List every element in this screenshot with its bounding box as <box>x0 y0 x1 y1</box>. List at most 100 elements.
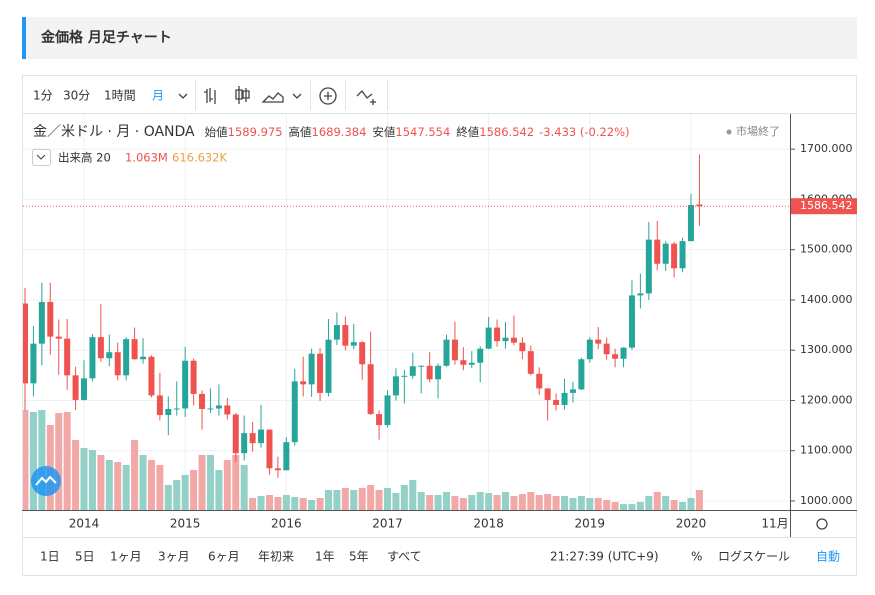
candle-body <box>317 353 324 393</box>
candle-body <box>392 376 399 396</box>
volume-bar <box>23 410 29 510</box>
candle-body <box>308 353 315 385</box>
volume-bar <box>240 465 248 510</box>
volume-bar <box>375 490 383 510</box>
log-toggle[interactable]: ログスケール <box>718 550 790 564</box>
range-button[interactable]: 1年 <box>315 550 335 564</box>
range-button[interactable]: 1日 <box>40 550 60 564</box>
candle-body <box>283 442 290 471</box>
caret[interactable] <box>178 93 188 99</box>
candle-body <box>182 360 189 409</box>
candle-body <box>89 337 96 379</box>
volume-bar <box>620 504 628 510</box>
volume-bar <box>308 500 316 510</box>
candle-body <box>291 381 298 443</box>
volume-bar <box>223 460 231 510</box>
area-style-icon[interactable] <box>261 92 284 103</box>
bar-style-icon[interactable] <box>204 88 216 104</box>
candle-body <box>359 342 366 365</box>
candle-body <box>578 359 585 390</box>
x-tick-label: 2019 <box>575 517 606 531</box>
volume-bar <box>38 410 46 510</box>
volume-bar <box>88 450 96 510</box>
volume-bar <box>662 496 670 510</box>
volume-bar <box>55 413 63 510</box>
settings-icon[interactable] <box>816 518 828 530</box>
candle-body <box>81 378 88 400</box>
candle-style-icon[interactable] <box>235 86 250 104</box>
candle-body <box>140 356 147 360</box>
range-button[interactable]: 3ヶ月 <box>158 550 190 564</box>
last-price-label: 1586.542 <box>800 199 853 212</box>
volume-bar <box>611 502 619 510</box>
candle-body <box>232 414 239 454</box>
volume-bar <box>426 495 434 510</box>
candle-body <box>274 468 281 471</box>
volume-bar <box>257 496 265 510</box>
range-button[interactable]: 5年 <box>349 550 369 564</box>
volume-bar <box>105 460 113 510</box>
candle-body <box>131 339 138 360</box>
caret[interactable] <box>292 93 302 99</box>
volume-bar <box>443 492 450 510</box>
volume-bar <box>215 470 223 510</box>
candle-body <box>38 301 45 344</box>
candle-body <box>300 381 307 385</box>
volume-bar <box>535 495 543 510</box>
x-tick-label: 2014 <box>69 517 100 531</box>
candle-body <box>519 342 526 352</box>
chevron <box>36 154 46 160</box>
volume-bar <box>409 480 417 510</box>
auto-toggle[interactable]: 自動 <box>816 550 840 564</box>
range-button[interactable]: 1ヶ月 <box>110 550 142 564</box>
volume-bar <box>561 496 569 510</box>
ohlc-name: 安値 <box>372 125 395 139</box>
candle-body <box>114 352 121 376</box>
ohlc-value: 1589.975 <box>228 125 283 139</box>
percent-toggle[interactable]: % <box>691 550 702 564</box>
candle-body <box>637 293 644 296</box>
candle-body <box>64 338 71 376</box>
range-button[interactable]: 5日 <box>75 550 95 564</box>
candle-body <box>258 429 265 444</box>
candle-body <box>595 339 602 344</box>
y-tick-label: 1000.000 <box>800 494 853 507</box>
interval-active[interactable]: 月 <box>152 89 164 103</box>
candle-body <box>173 408 180 410</box>
add-indicator[interactable] <box>319 87 337 105</box>
volume-bar <box>114 462 122 510</box>
candle-body <box>199 393 206 409</box>
volume-bar <box>316 498 324 510</box>
range-button[interactable]: すべて <box>387 550 422 564</box>
interval[interactable]: 30分 <box>63 89 90 103</box>
candle-body <box>148 356 155 396</box>
candle-body <box>696 204 703 207</box>
volume-bar <box>577 496 585 510</box>
volume-bar <box>679 502 687 510</box>
interval[interactable]: 1分 <box>33 89 53 103</box>
range-button[interactable]: 6ヶ月 <box>208 550 240 564</box>
candle-body <box>671 243 678 269</box>
volume-bar <box>147 460 155 510</box>
candle-body <box>468 362 475 365</box>
range-button[interactable]: 年初来 <box>258 550 294 564</box>
candle-body <box>443 339 450 366</box>
volume-bar <box>628 504 636 510</box>
candle-body <box>679 241 686 269</box>
volume-bar <box>493 495 501 510</box>
volume-bar <box>586 498 594 510</box>
widget-frame <box>22 75 857 576</box>
candle-body <box>384 395 391 426</box>
interval[interactable]: 1時間 <box>104 89 136 103</box>
candle-body <box>30 343 37 384</box>
y-tick-label: 1400.000 <box>800 293 853 306</box>
candle-body <box>241 433 248 454</box>
candle-body <box>333 325 340 340</box>
volume-bar <box>451 496 459 510</box>
candle-body <box>645 239 652 294</box>
volume-toggle[interactable] <box>32 149 51 166</box>
volume-bar <box>324 490 332 510</box>
volume-bar <box>122 465 130 510</box>
compare-icon[interactable] <box>356 89 376 105</box>
candle-body <box>460 360 467 365</box>
